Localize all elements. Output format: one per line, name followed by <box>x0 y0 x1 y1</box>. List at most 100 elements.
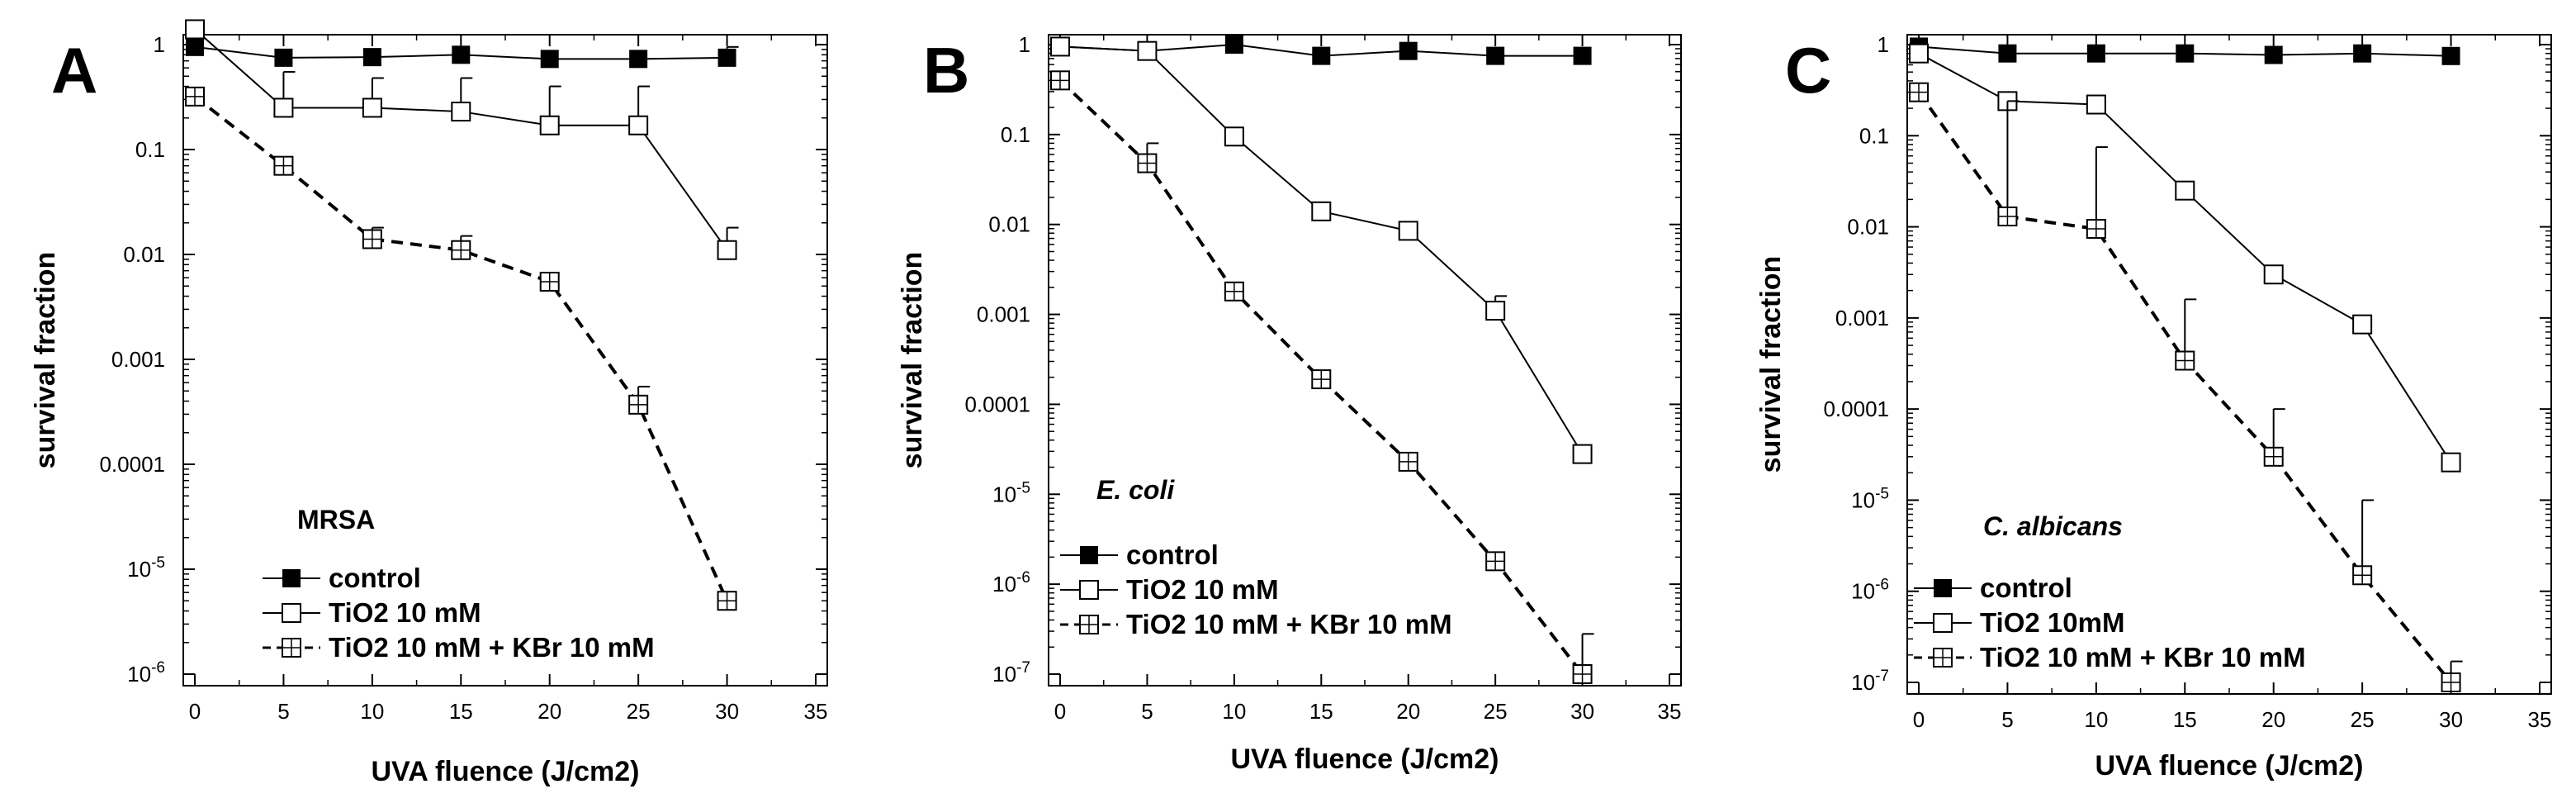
data-point <box>1224 36 1243 54</box>
legend-marker <box>282 638 301 658</box>
x-tick-label: 35 <box>1658 699 1682 724</box>
legend: control TiO2 10 mM TiO2 10 mM + KBr 10 mM <box>263 563 655 663</box>
y-tick-label: 1 <box>154 32 165 57</box>
x-tick-label: 25 <box>627 699 651 724</box>
data-point <box>1998 44 2017 63</box>
marker-box <box>1485 301 1506 321</box>
x-tick-label: 10 <box>2084 707 2108 732</box>
legend-label: TiO2 10 mM + KBr 10 mM <box>1980 642 2306 672</box>
series-tio2-10mm <box>1909 43 2461 473</box>
series-tio2-10-mm <box>1050 36 1593 464</box>
data-point <box>1311 369 1332 390</box>
marker-box <box>282 603 301 623</box>
data-point <box>1485 301 1506 321</box>
x-tick-label: 5 <box>1141 699 1153 724</box>
data-point <box>1050 36 1070 57</box>
panel-c: C 1 0.1 0.01 0.001 0.0001 10-5 10-6 10-7 0 5 10 15 20… <box>1755 32 2552 782</box>
x-tick-label: 10 <box>1222 699 1246 724</box>
data-point <box>273 155 294 176</box>
x-tick-label: 5 <box>277 699 289 724</box>
marker-box <box>1137 40 1158 61</box>
data-point <box>273 97 294 118</box>
marker-box <box>1050 36 1070 57</box>
series-tio2-10-mm-kbr-10-mm <box>1050 70 1594 684</box>
data-point <box>1224 126 1244 147</box>
y-tick-label: 10-7 <box>992 659 1030 687</box>
y-tick-label: 0.001 <box>111 347 165 372</box>
y-tick-label: 0.0001 <box>964 392 1030 416</box>
data-point <box>2353 44 2372 63</box>
marker-box <box>2263 264 2284 285</box>
x-tick-label: 30 <box>1570 699 1594 724</box>
marker-box <box>717 240 737 260</box>
legend-marker <box>282 603 301 623</box>
marker-box <box>273 97 294 118</box>
legend-marker <box>282 569 301 587</box>
y-tick-label: 1 <box>1878 32 1889 57</box>
data-point <box>628 115 649 135</box>
y-tick-label: 1 <box>1019 32 1030 57</box>
x-axis-title: UVA fluence (J/cm2) <box>372 756 640 787</box>
y-tick-label: 10-5 <box>127 554 165 582</box>
legend: control TiO2 10 mM TiO2 10 mM + KBr 10 mM <box>1060 539 1452 639</box>
y-tick-label: 10-6 <box>127 659 165 687</box>
data-point <box>2264 45 2283 64</box>
y-tick-label: 0.001 <box>1835 306 1889 330</box>
data-point <box>2352 314 2373 335</box>
x-tick-label: 20 <box>537 699 561 724</box>
legend-marker <box>1933 613 1953 633</box>
series-line <box>1059 45 1584 455</box>
y-tick-label: 10-5 <box>1851 485 1889 512</box>
marker-box <box>1079 580 1099 600</box>
series-control <box>186 37 739 69</box>
data-point <box>2352 565 2373 586</box>
marker-box <box>2352 314 2373 335</box>
data-point <box>629 50 648 69</box>
panel-letter: C <box>1785 34 1831 107</box>
x-tick-label: 15 <box>1309 699 1333 724</box>
legend-label: control <box>329 563 421 593</box>
data-point <box>2086 94 2106 115</box>
data-point <box>1572 664 1593 684</box>
data-point <box>717 591 737 611</box>
data-point <box>1486 46 1505 65</box>
y-tick-label: 0.1 <box>1001 122 1030 147</box>
legend-marker <box>1080 546 1098 564</box>
y-tick-label: 0.0001 <box>1823 397 1889 421</box>
marker-box <box>1398 221 1418 241</box>
series-control <box>1910 37 2460 65</box>
data-point <box>2175 180 2195 201</box>
data-point <box>186 37 204 56</box>
marker-box <box>2086 94 2106 115</box>
data-point <box>2086 219 2106 240</box>
legend-label: control <box>1980 573 2072 603</box>
y-tick-label: 0.01 <box>988 212 1030 237</box>
data-point <box>2176 44 2195 63</box>
x-tick-label: 0 <box>189 699 201 724</box>
data-point <box>1224 281 1244 302</box>
x-tick-label: 35 <box>804 699 828 724</box>
marker-box <box>1572 444 1593 464</box>
marker-box <box>1909 43 1929 64</box>
x-tick-label: 15 <box>2173 707 2197 732</box>
y-tick-label: 10-6 <box>1851 577 1889 604</box>
data-point <box>1398 451 1418 472</box>
marker-box <box>185 19 205 40</box>
marker-box <box>451 102 471 122</box>
marker-box <box>1224 126 1244 147</box>
y-axis-title: survival fraction <box>1755 256 1787 473</box>
legend-label: TiO2 10 mM <box>1126 574 1279 605</box>
y-tick-label: 0.0001 <box>99 452 165 477</box>
y-tick-label: 10-7 <box>1851 668 1889 695</box>
data-point <box>539 115 560 135</box>
x-tick-label: 5 <box>2001 707 2013 732</box>
data-point <box>1909 43 1929 64</box>
legend-label: TiO2 10 mM + KBr 10 mM <box>329 632 655 663</box>
legend-label: TiO2 10mM <box>1980 607 2124 638</box>
x-tick-label: 25 <box>2351 707 2375 732</box>
data-point <box>362 97 382 118</box>
series-tio2-10-mm <box>185 19 739 260</box>
data-point <box>1312 46 1331 65</box>
legend-label: TiO2 10 mM <box>329 597 481 628</box>
organism-label: E. coli <box>1096 475 1175 505</box>
